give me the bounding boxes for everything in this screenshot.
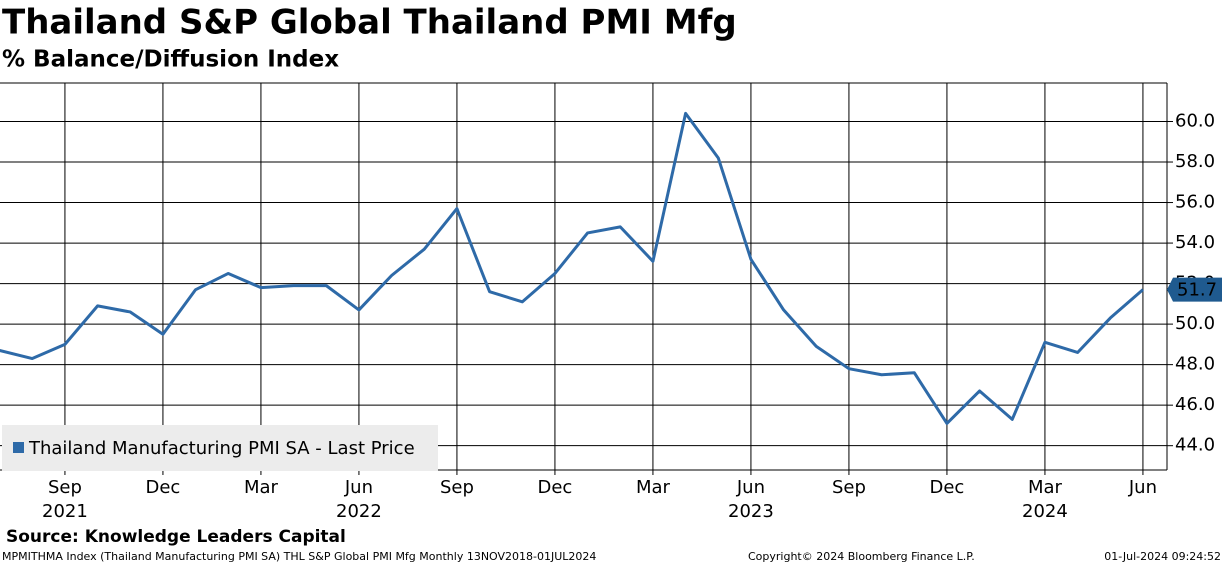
x-tick-label: Mar <box>1028 477 1063 498</box>
y-tick-label: 54.0 <box>1175 232 1215 253</box>
x-tick-label: Dec <box>930 477 965 498</box>
y-tick-label: 50.0 <box>1175 313 1215 334</box>
legend-box <box>2 425 438 471</box>
x-tick-label: Mar <box>244 477 279 498</box>
x-tick-label: Dec <box>146 477 181 498</box>
x-tick-label: Jun <box>344 477 373 498</box>
x-tick-label: Jun <box>736 477 765 498</box>
x-tick-label: Jun <box>1128 477 1157 498</box>
legend-label: Thailand Manufacturing PMI SA - Last Pri… <box>28 438 415 459</box>
x-tick-label: Dec <box>538 477 573 498</box>
last-value-label: 51.7 <box>1177 280 1217 301</box>
source: Source: Knowledge Leaders Capital <box>6 527 346 547</box>
x-tick-label: Mar <box>636 477 671 498</box>
line <box>0 111 1144 425</box>
chart-subtitle: % Balance/Diffusion Index <box>2 47 339 73</box>
legend-swatch <box>13 442 24 453</box>
x-tick-label: Sep <box>440 477 474 498</box>
y-tick-label: 56.0 <box>1175 192 1215 213</box>
year-label: 2024 <box>1022 501 1068 522</box>
year-label: 2021 <box>42 501 88 522</box>
x-tick-label: Sep <box>48 477 82 498</box>
y-tick-label: 46.0 <box>1175 394 1215 415</box>
y-tick-label: 60.0 <box>1175 110 1215 131</box>
footer-right: 01-Jul-2024 09:24:52 <box>1104 550 1221 563</box>
x-tick-label: Sep <box>832 477 866 498</box>
y-tick-label: 48.0 <box>1175 354 1215 375</box>
last-value-badge <box>1167 277 1222 302</box>
year-label: 2023 <box>728 501 774 522</box>
footer-left: MPMITHMA Index (Thailand Manufacturing P… <box>2 550 596 563</box>
footer-center: Copyright© 2024 Bloomberg Finance L.P. <box>748 550 975 563</box>
chart-title: Thailand S&P Global Thailand PMI Mfg <box>2 3 737 43</box>
y-tick-label: 44.0 <box>1175 435 1215 456</box>
y-tick-label: 58.0 <box>1175 151 1215 172</box>
year-label: 2022 <box>336 501 382 522</box>
